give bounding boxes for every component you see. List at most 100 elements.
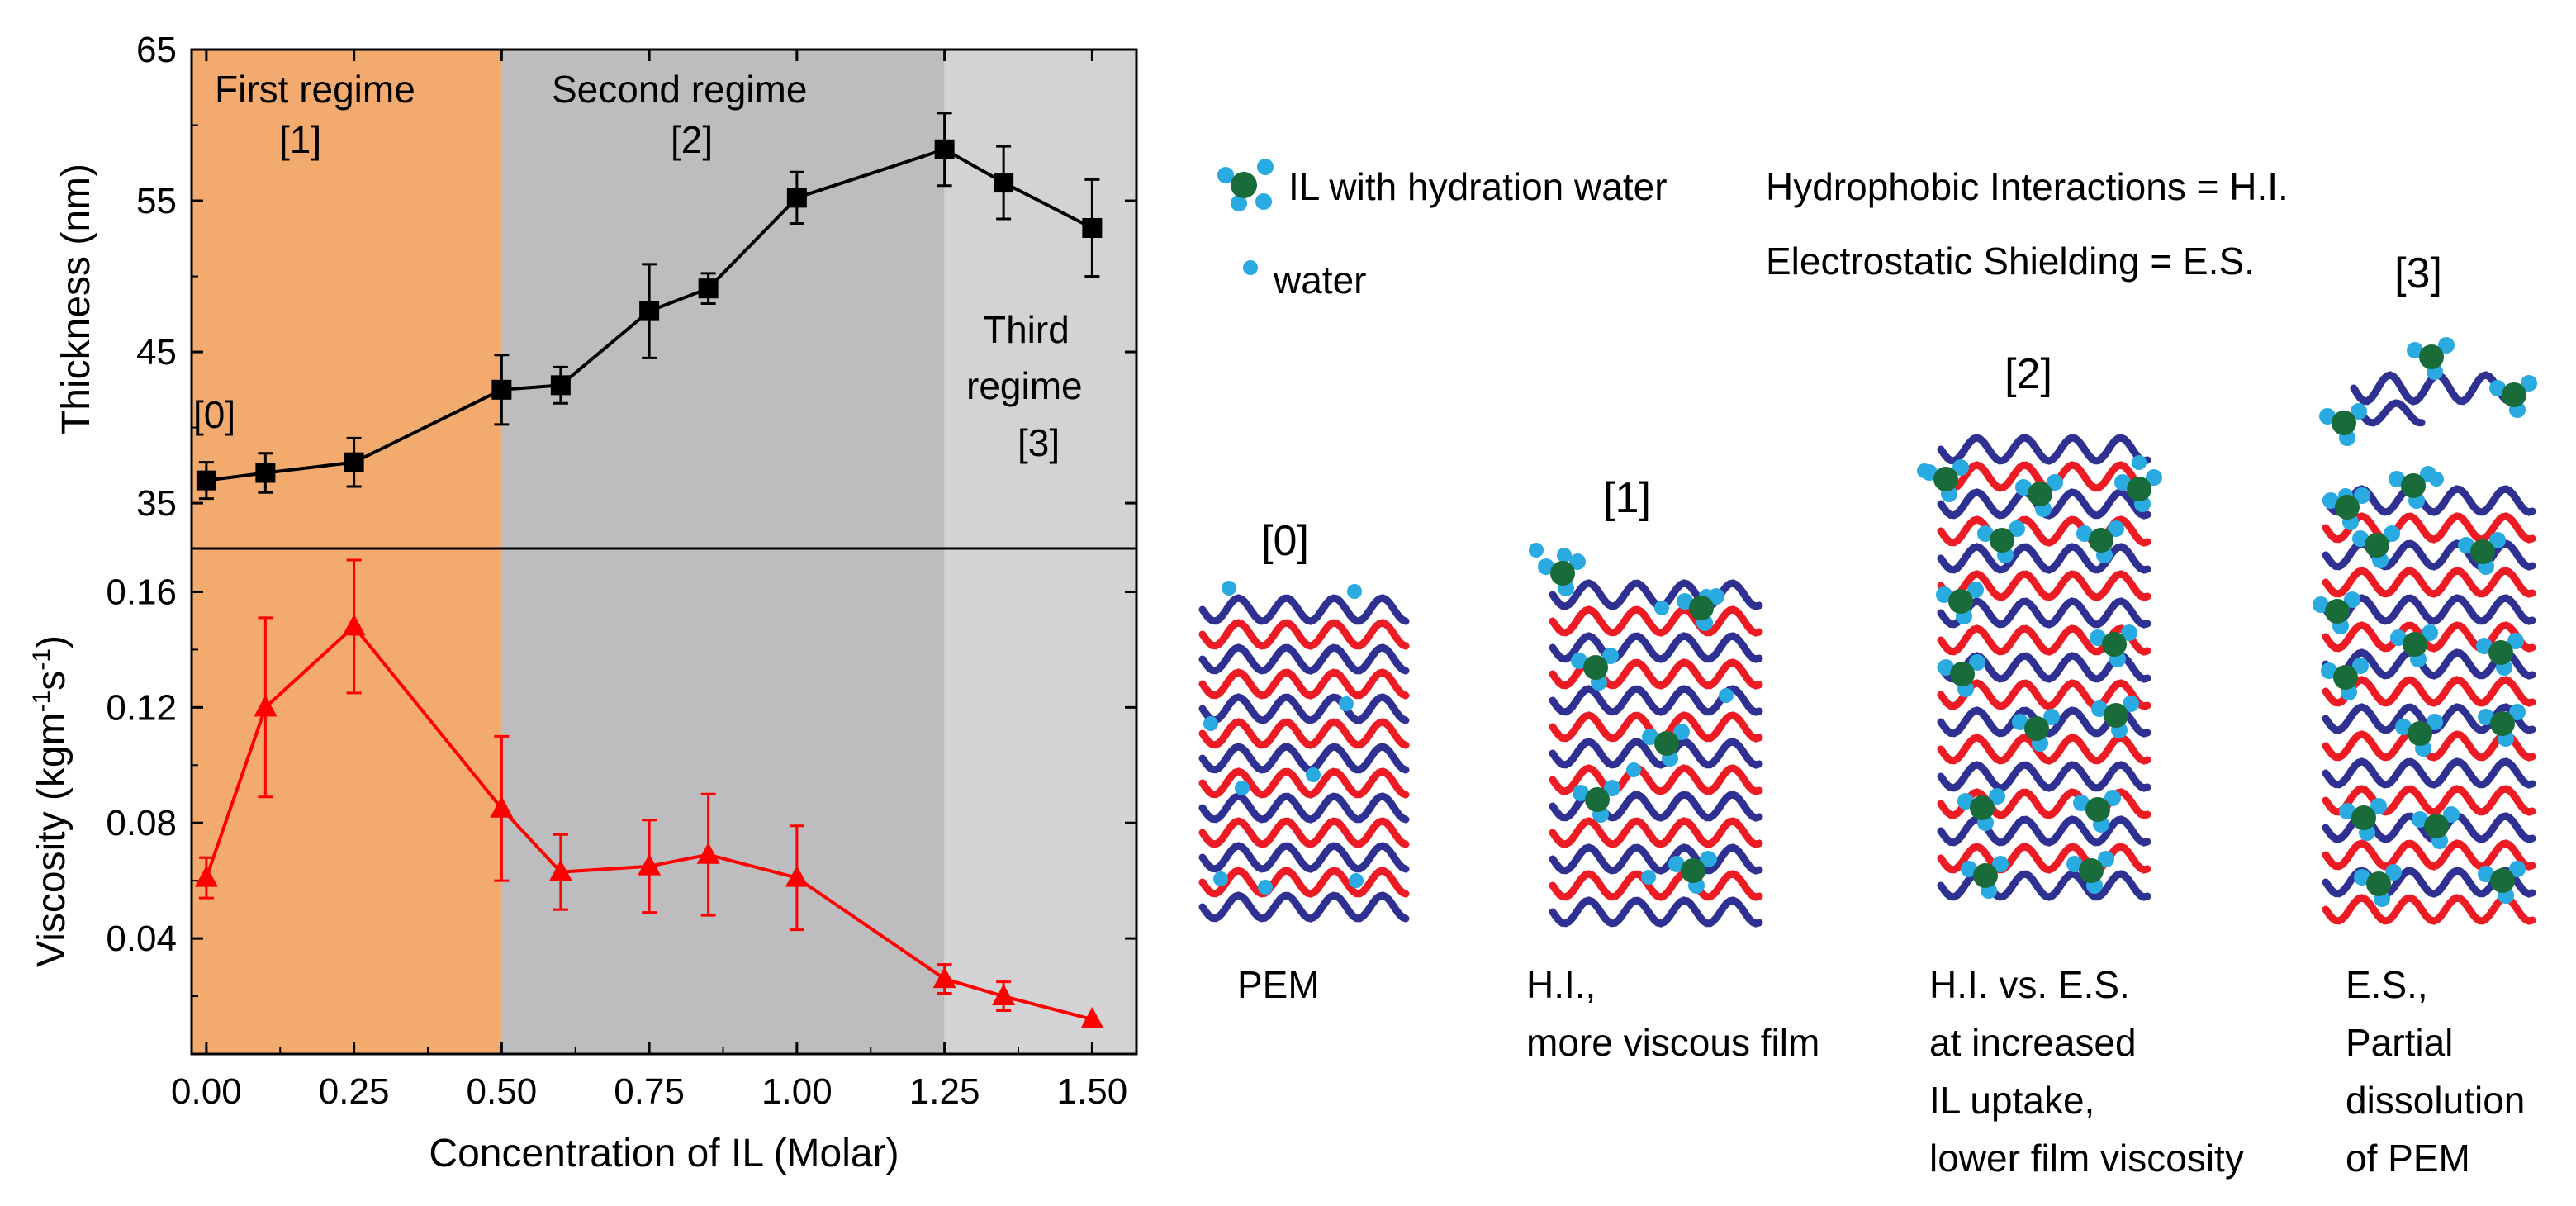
il-molecule <box>1689 596 1714 620</box>
schematic-2-label: [2] <box>2004 350 2052 398</box>
thickness-point <box>255 463 276 483</box>
schematic-3-caption-line1: E.S., <box>2346 963 2428 1006</box>
polyanion-chain <box>1937 870 2151 901</box>
water-molecule <box>2066 856 2083 872</box>
il-molecule <box>2089 528 2113 553</box>
polycation-chain <box>1198 867 1410 898</box>
thickness-point <box>550 375 571 396</box>
x-axis: 0.00 0.25 0.50 0.75 1.00 1.25 1.50 <box>171 50 1127 1112</box>
water-molecule <box>2076 525 2093 542</box>
regime-2-title: Second regime <box>552 68 807 111</box>
water-molecule <box>2412 811 2428 828</box>
water-molecule <box>1231 195 1247 211</box>
water-molecule <box>1969 654 1985 671</box>
water-molecule <box>1604 780 1620 796</box>
water-molecule <box>1557 548 1572 563</box>
water-molecule <box>2354 487 2370 504</box>
viscosity-panel: 0.04 0.08 0.12 0.16 Viscosity (kgm-1s-1) <box>28 547 1138 1056</box>
polycation-chain <box>1198 767 1410 799</box>
water-molecule <box>1989 788 2005 805</box>
il-molecule <box>1933 467 1958 491</box>
il-molecule <box>2085 797 2110 822</box>
water-molecule <box>1602 648 1619 664</box>
schematic-2-caption-line2: at increased <box>1929 1021 2137 1064</box>
polycation-chain <box>1937 734 2151 765</box>
water-icon <box>1243 260 1258 275</box>
water-molecule <box>1938 659 1954 676</box>
regime-3-shade <box>944 548 1136 1054</box>
water-molecule <box>1992 856 2009 872</box>
water-molecule <box>2443 806 2460 823</box>
water-molecule <box>1255 193 1272 210</box>
schematic-2-caption-line4: lower film viscosity <box>1929 1137 2244 1180</box>
water-molecule <box>2438 337 2455 354</box>
film-schematics: [0] [1] [2] [3] PEM H.I., more viscous f… <box>1198 249 2537 1180</box>
polyanion-chain <box>1198 643 1410 675</box>
thickness-axis-label: Thickness (nm) <box>55 164 98 434</box>
water-molecule <box>1347 584 1362 599</box>
water-molecule <box>1957 793 1974 810</box>
il-molecule <box>2424 814 2449 838</box>
il-molecule <box>2104 703 2128 728</box>
il-molecule <box>2102 632 2127 657</box>
water-molecule <box>1708 588 1724 605</box>
polycation-chain <box>2322 785 2536 816</box>
water-molecule <box>2108 520 2124 537</box>
water-molecule <box>2507 633 2524 649</box>
water-molecule <box>1571 653 1587 669</box>
polyanion-chain <box>1937 434 2151 465</box>
polycation-chain <box>1549 817 1763 848</box>
polycation-chain <box>1198 718 1410 749</box>
water-molecule <box>2352 658 2369 674</box>
il-molecule <box>2419 344 2444 369</box>
legend-il-label: IL with hydration water <box>1288 165 1668 208</box>
water-molecule <box>2043 709 2060 725</box>
regime-2-tag: [2] <box>671 118 713 161</box>
water-molecule <box>1339 696 1354 711</box>
hi-definition: Hydrophobic Interactions = H.I. <box>1766 165 2289 208</box>
water-molecule <box>1529 543 1544 558</box>
water-molecule <box>2351 403 2367 420</box>
il-molecule <box>1950 662 1975 686</box>
schematic-3-caption-line2: Partial <box>2346 1021 2453 1064</box>
regime-1-title: First regime <box>215 68 415 111</box>
water-molecule <box>2121 624 2137 641</box>
polyanion-chain <box>1549 632 1763 663</box>
thickness-point <box>196 470 216 491</box>
water-molecule <box>1641 870 1656 885</box>
polycation-chain <box>1937 570 2151 601</box>
water-molecule <box>2521 375 2537 392</box>
x-tick-label: 1.25 <box>909 1071 980 1112</box>
polyanion-chain <box>1549 843 1763 875</box>
polyanion-chain <box>1198 792 1410 824</box>
x-tick-label: 1.00 <box>761 1071 833 1112</box>
schematic-1-caption-line2: more viscous film <box>1526 1021 1819 1064</box>
polyanion-chain <box>1937 761 2151 792</box>
il-molecule <box>2403 632 2427 657</box>
il-molecule <box>1550 561 1575 586</box>
schematic-0-label: [0] <box>1261 517 1309 565</box>
regime-3-shade <box>944 50 1136 548</box>
polycation-chain <box>1549 764 1763 795</box>
water-molecule <box>2132 455 2147 470</box>
x-tick-label: 0.25 <box>319 1071 390 1112</box>
schematic-2-caption-line3: IL uptake, <box>1929 1079 2094 1122</box>
schematic-2-caption-line1: H.I. vs. E.S. <box>1929 963 2130 1006</box>
water-molecule <box>1668 856 1685 872</box>
water-molecule <box>1203 716 1218 731</box>
water-molecule <box>1538 558 1554 575</box>
y-tick-label: 0.16 <box>106 572 177 612</box>
water-molecule <box>1626 762 1641 777</box>
y-tick-label: 65 <box>136 30 177 70</box>
water-molecule <box>2427 714 2443 730</box>
water-molecule <box>1719 688 1734 703</box>
x-tick-label: 0.00 <box>171 1071 242 1112</box>
polyanion-chain <box>2356 399 2426 427</box>
water-molecule <box>2009 520 2025 537</box>
water-molecule <box>1306 767 1321 782</box>
water-molecule <box>1217 167 1234 183</box>
polyanion-chain <box>1937 815 2151 847</box>
polyanion-chain <box>2322 757 2536 789</box>
il-molecule <box>2401 473 2426 498</box>
